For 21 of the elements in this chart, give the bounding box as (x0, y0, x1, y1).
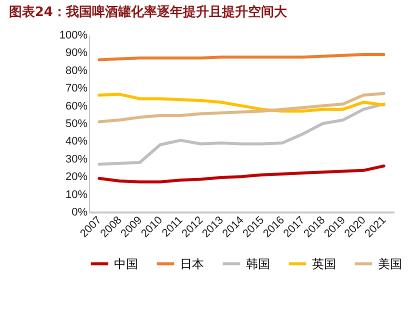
y-tick-label: 70% (65, 82, 88, 95)
y-tick-label: 40% (65, 136, 88, 148)
y-tick-label: 30% (65, 153, 88, 166)
line-series (98, 92, 386, 124)
legend-label: 英国 (312, 256, 336, 271)
line-series (98, 164, 386, 184)
y-tick-label: 60% (65, 100, 88, 112)
chart-title: 图表24：我国啤酒罐化率逐年提升且提升空间大 (8, 4, 288, 20)
legend-label: 韩国 (246, 256, 270, 271)
y-tick-label: 80% (65, 64, 88, 77)
legend-label: 中国 (114, 256, 138, 271)
line-series (98, 102, 386, 166)
legend-label: 美国 (378, 256, 402, 271)
y-tick-label: 20% (65, 171, 88, 184)
y-tick-label: 100% (59, 30, 88, 42)
line-series (98, 92, 386, 113)
y-tick-label: 0% (72, 206, 88, 218)
y-tick-label: 90% (65, 47, 88, 60)
legend-label: 日本 (180, 256, 204, 271)
y-tick-label: 10% (65, 188, 88, 201)
y-tick-label: 50% (65, 118, 88, 130)
